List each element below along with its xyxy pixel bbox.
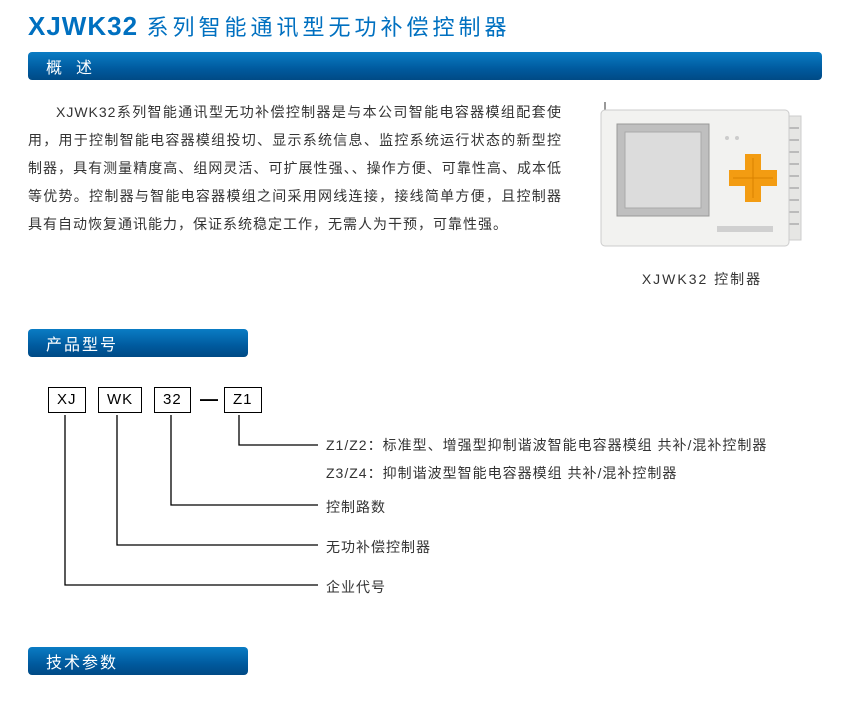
- model-desc-4: 无功补偿控制器: [326, 537, 431, 557]
- model-desc-2: Z3/Z4：抑制谐波型智能电容器模组 共补/混补控制器: [326, 463, 677, 483]
- device-illustration: [597, 98, 807, 258]
- model-desc-1: Z1/Z2：标准型、增强型抑制谐波智能电容器模组 共补/混补控制器: [326, 435, 767, 455]
- device-image: XJWK32 控制器: [582, 98, 822, 289]
- section-label-specs: 技术参数: [28, 649, 118, 673]
- page-title: XJWK32 系列智能通讯型无功补偿控制器: [28, 10, 822, 42]
- title-brand: XJWK32: [28, 11, 138, 41]
- section-bar-model: 产品型号: [28, 329, 248, 357]
- section-bar-specs: 技术参数: [28, 647, 248, 675]
- model-diagram: XJ WK 32 — Z1 Z1/Z2：标准型、增强型抑制谐波智能电容器模组 共…: [38, 387, 798, 617]
- model-lines: [38, 387, 798, 617]
- section-bar-overview: 概述: [28, 52, 822, 80]
- section-label-overview: 概述: [28, 54, 106, 78]
- model-desc-5: 企业代号: [326, 577, 386, 597]
- title-rest: 系列智能通讯型无功补偿控制器: [147, 15, 511, 40]
- device-caption: XJWK32 控制器: [582, 269, 822, 289]
- overview-block: XJWK32系列智能通讯型无功补偿控制器是与本公司智能电容器模组配套使用，用于控…: [28, 98, 822, 289]
- model-desc-3: 控制路数: [326, 497, 386, 517]
- section-label-model: 产品型号: [28, 331, 118, 355]
- overview-text: XJWK32系列智能通讯型无功补偿控制器是与本公司智能电容器模组配套使用，用于控…: [28, 98, 582, 238]
